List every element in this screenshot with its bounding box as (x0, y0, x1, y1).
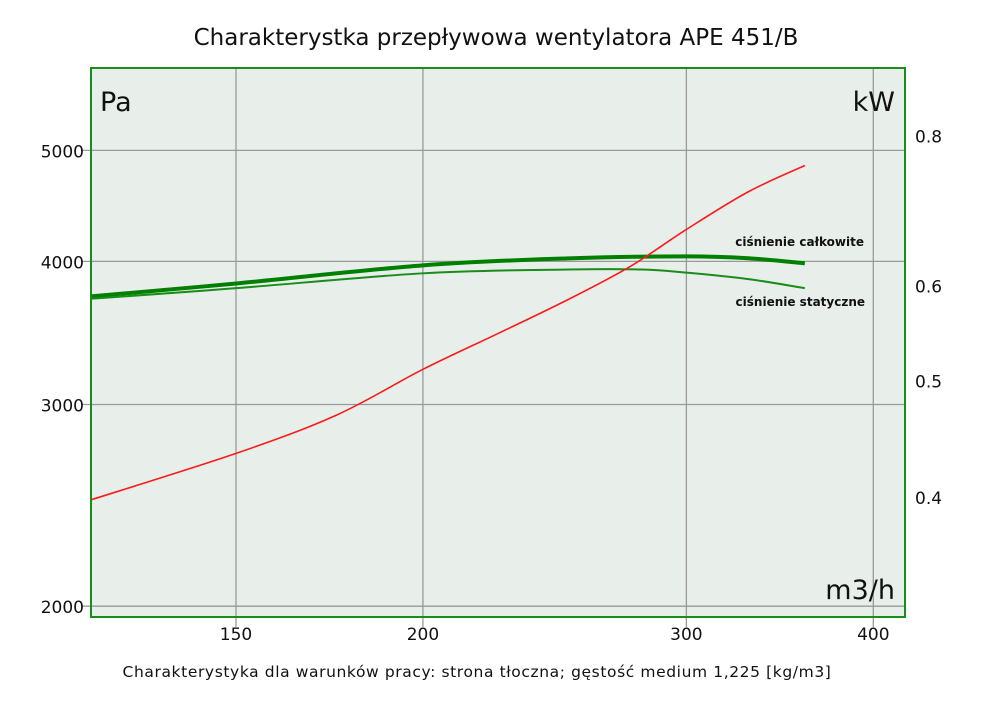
chart-title: Charakterystka przepływowa wentylatora A… (194, 25, 799, 51)
y-tick-label: 3000 (41, 396, 84, 416)
y-tick-label: 5000 (41, 142, 84, 162)
x-tick-label: 200 (407, 625, 439, 645)
y-tick-label: 2000 (41, 598, 84, 618)
series-line-1 (90, 268, 805, 300)
y2-axis-label: kW (853, 87, 895, 118)
x-tick-label: 300 (670, 625, 702, 645)
tick-labels: 150 200 300 400 2000 3000 4000 5000 0.4 0.5 0.6 0.8 (41, 127, 942, 645)
x-tick-label: 150 (220, 625, 252, 645)
y2-tick-label: 0.8 (915, 127, 942, 147)
x-tick-label: 400 (857, 625, 889, 645)
plot-area (91, 68, 905, 617)
series-line-0 (90, 254, 806, 299)
footnote: Charakterystyka dla warunków pracy: stro… (123, 663, 832, 681)
y-tick-label: 4000 (41, 253, 84, 273)
y-axis-label: Pa (100, 87, 132, 118)
plot-frame (90, 67, 906, 618)
series-lines (90, 164, 806, 501)
legend-total-pressure: ciśnienie całkowite (735, 235, 864, 249)
y2-tick-label: 0.4 (915, 489, 942, 509)
series-line-2 (90, 164, 806, 501)
y2-tick-label: 0.5 (915, 373, 942, 393)
x-axis-label: m3/h (825, 575, 895, 606)
legend-static-pressure: ciśnienie statyczne (736, 295, 865, 309)
y2-tick-label: 0.6 (915, 277, 942, 297)
